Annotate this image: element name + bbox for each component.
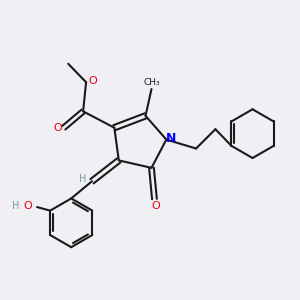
Text: CH₃: CH₃	[144, 78, 160, 87]
Text: N: N	[166, 132, 176, 145]
Text: H: H	[12, 202, 19, 212]
Text: O: O	[53, 123, 62, 133]
Text: H: H	[80, 174, 87, 184]
Text: O: O	[88, 76, 97, 86]
Text: O: O	[152, 201, 160, 211]
Text: O: O	[24, 202, 32, 212]
